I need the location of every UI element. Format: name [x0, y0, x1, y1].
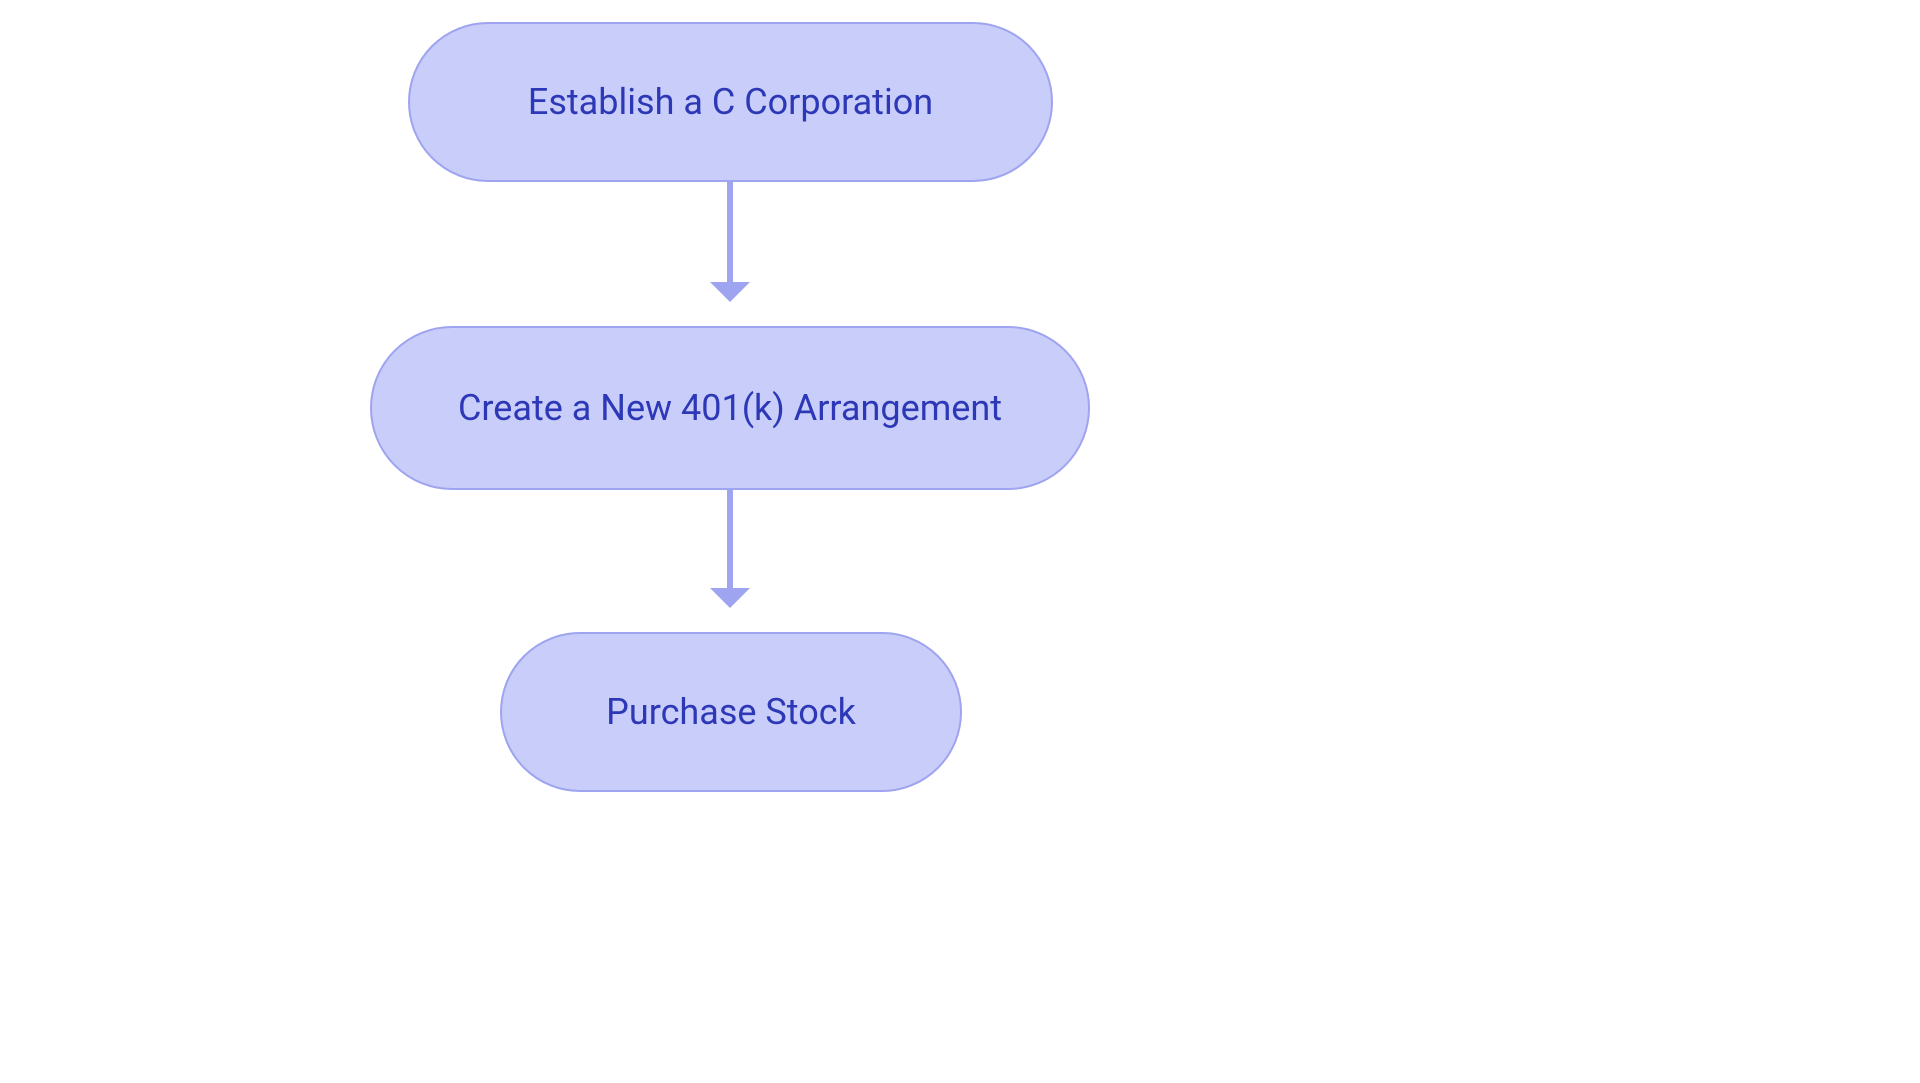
flowchart-canvas: Establish a C Corporation Create a New 4… — [0, 0, 1920, 1083]
edge-n2-n3-arrowhead-icon — [710, 588, 750, 608]
node-label: Establish a C Corporation — [528, 81, 933, 123]
node-label: Purchase Stock — [606, 691, 856, 733]
node-purchase-stock: Purchase Stock — [500, 632, 962, 792]
node-establish-c-corp: Establish a C Corporation — [408, 22, 1053, 182]
node-create-401k: Create a New 401(k) Arrangement — [370, 326, 1090, 490]
edge-n2-n3-line — [727, 490, 733, 588]
edge-n1-n2-arrowhead-icon — [710, 282, 750, 302]
node-label: Create a New 401(k) Arrangement — [458, 387, 1002, 429]
edge-n1-n2-line — [727, 182, 733, 282]
